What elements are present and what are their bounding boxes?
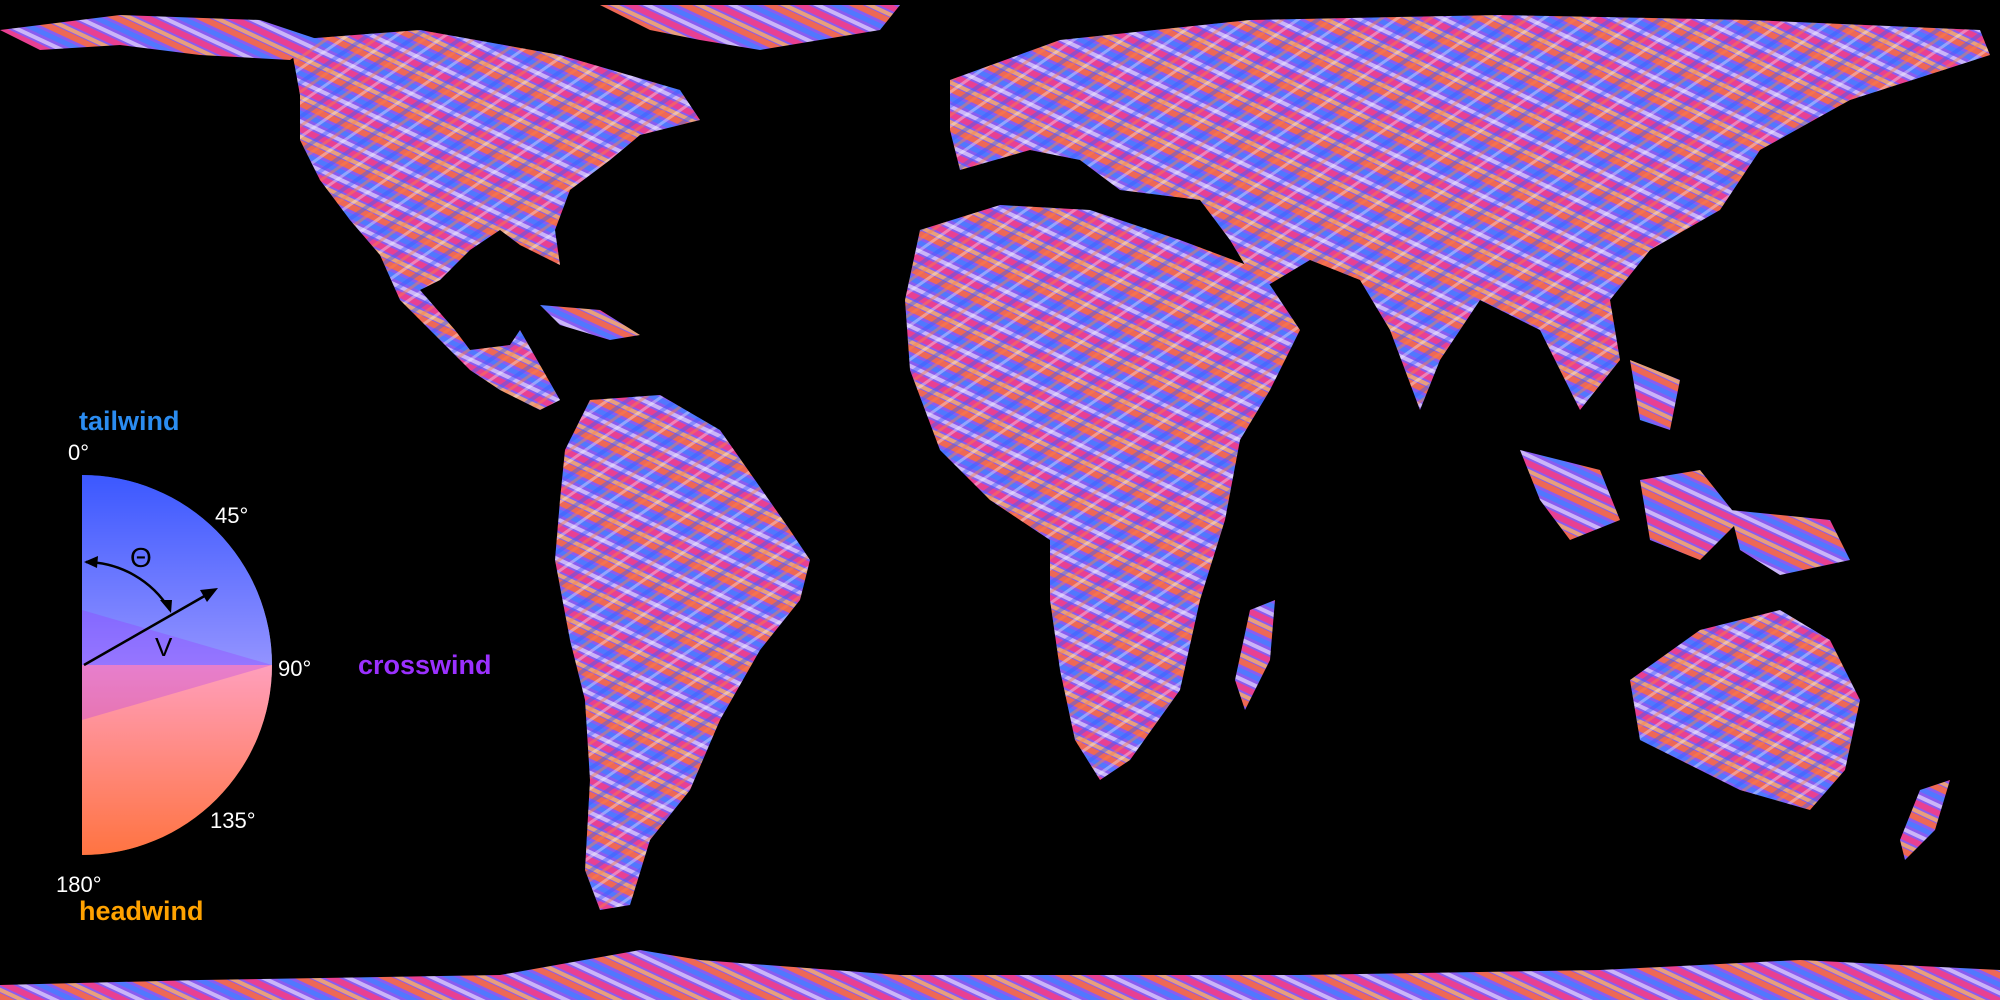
vector-symbol: V <box>155 632 173 662</box>
wind-vector-arrow-icon <box>83 592 209 667</box>
land-southeast-asia <box>1520 450 1620 540</box>
wind-angle-legend <box>82 475 272 855</box>
tailwind-label: tailwind <box>79 406 180 436</box>
angle-tick-135: 135° <box>210 808 256 833</box>
land-arctic-islands <box>0 15 320 60</box>
continents-group <box>0 5 2000 1000</box>
theta-symbol: Θ <box>130 542 152 573</box>
angle-tick-90: 90° <box>278 656 312 681</box>
angle-tick-45: 45° <box>215 503 249 528</box>
angle-tick-0: 0° <box>68 440 90 465</box>
angle-tick-180: 180° <box>56 872 102 897</box>
land-antarctica <box>0 950 2000 1000</box>
headwind-label: headwind <box>79 896 204 926</box>
crosswind-label: crosswind <box>358 650 492 680</box>
